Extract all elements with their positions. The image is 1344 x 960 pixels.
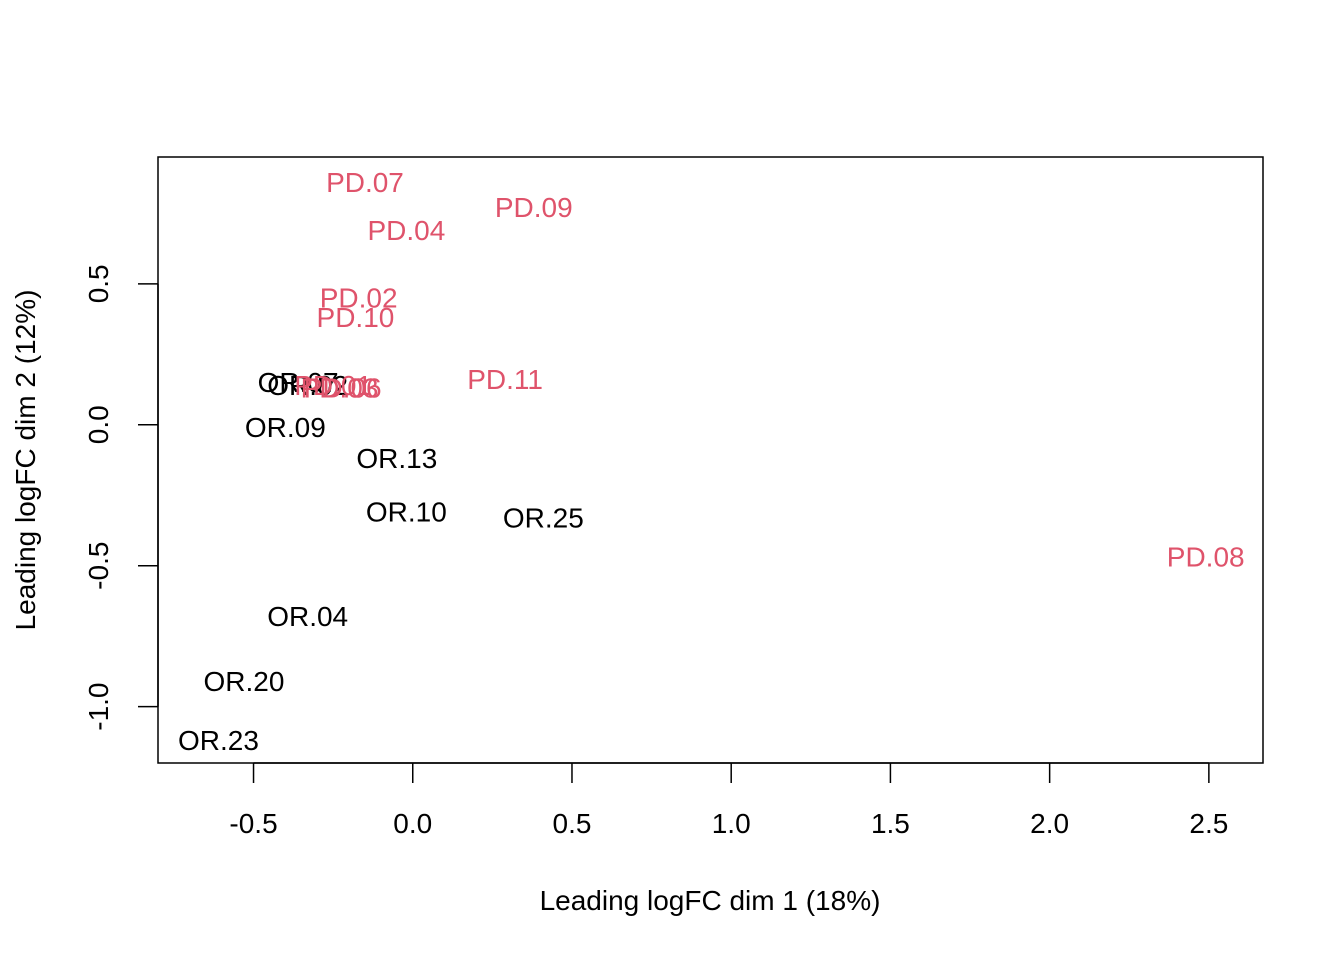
- point-label-pd-02: PD.02: [320, 282, 398, 313]
- point-label-or-25: OR.25: [503, 502, 584, 533]
- y-tick-label: -1.0: [83, 683, 114, 731]
- point-label-pd-11: PD.11: [467, 364, 543, 395]
- point-label-pd-04: PD.04: [367, 215, 445, 246]
- x-axis: -0.5 0.0 0.5 1.0 1.5 2.0 2.5: [229, 762, 1228, 839]
- point-label-or-09: OR.09: [245, 412, 326, 443]
- y-tick-label: -0.5: [83, 542, 114, 590]
- y-axis-title: Leading logFC dim 2 (12%): [10, 290, 41, 631]
- point-label-pd-08: PD.08: [1167, 542, 1245, 573]
- x-axis-title: Leading logFC dim 1 (18%): [540, 885, 881, 916]
- y-tick-label: 0.5: [83, 264, 114, 303]
- point-label-pd-07: PD.07: [326, 167, 404, 198]
- point-label-or-23: OR.23: [178, 725, 259, 756]
- point-label-pd-06: PD.06: [304, 373, 382, 404]
- x-tick-label: 0.0: [393, 808, 432, 839]
- point-label-or-10: OR.10: [366, 497, 447, 528]
- point-label-pd-03: PD.03: [301, 373, 379, 404]
- point-label-or-04: OR.04: [267, 601, 348, 632]
- point-label-or-07: OR.07: [258, 367, 339, 398]
- point-label-or-13: OR.13: [356, 443, 437, 474]
- point-label-or-02: OR.02: [267, 370, 348, 401]
- point-label-pd-09: PD.09: [495, 192, 573, 223]
- y-axis: -1.0 -0.5 0.0 0.5: [83, 264, 159, 731]
- x-tick-label: 2.0: [1030, 808, 1069, 839]
- point-label-or-20: OR.20: [204, 666, 285, 697]
- plot-frame: [157, 156, 1264, 764]
- point-label-pd-10: PD.10: [317, 302, 395, 333]
- x-tick-label: 1.5: [871, 808, 910, 839]
- x-tick-label: -0.5: [229, 808, 277, 839]
- point-label-pd-01: PD.01: [294, 370, 372, 401]
- x-tick-label: 0.5: [553, 808, 592, 839]
- y-tick-label: 0.0: [83, 405, 114, 444]
- x-tick-label: 2.5: [1189, 808, 1228, 839]
- x-tick-label: 1.0: [712, 808, 751, 839]
